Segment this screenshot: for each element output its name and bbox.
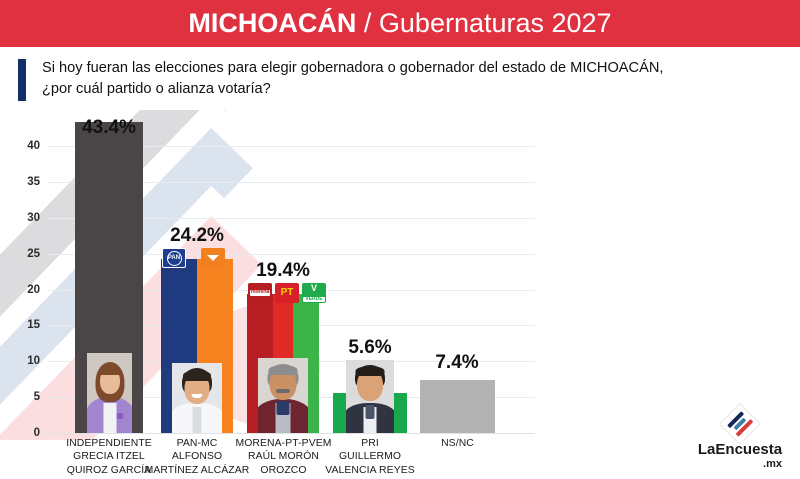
ytick-label-0: 0: [33, 427, 40, 439]
header-bar: MICHOACÁN / Gubernaturas 2027: [0, 0, 800, 47]
pt-logo-icon: PT: [275, 283, 299, 303]
page-title-rest: / Gubernaturas 2027: [356, 8, 612, 38]
pt-logo-text: PT: [280, 287, 294, 298]
xlabel-independiente: INDEPENDIENTE GRECIA ITZEL QUIROZ GARCÍA: [66, 438, 152, 476]
bar-value-pri: 5.6%: [348, 337, 392, 358]
pvem-v-letter: V: [310, 283, 317, 293]
xlabel-pan-mc: PAN-MC ALFONSO MARTÍNEZ ALCÁZAR: [144, 438, 250, 476]
laencuesta-diamond-icon: [718, 402, 762, 445]
question-accent-bar: [18, 59, 26, 101]
bar-value-ns-nc: 7.4%: [435, 352, 479, 373]
logo-row-morena-pt-pvem: morena PT V VERDE: [248, 283, 326, 303]
mc-bird-shape: [207, 255, 219, 261]
brand-name: LaEncuesta: [697, 440, 783, 458]
bar-ns-nc[interactable]: [420, 380, 495, 433]
mc-logo-icon: [201, 248, 225, 268]
logo-row-pan-mc: PAN: [162, 248, 225, 268]
brand-logo: LaEncuesta .mx: [694, 402, 786, 471]
ytick-label-15: 15: [27, 319, 40, 331]
question-text: Si hoy fueran las elecciones para elegir…: [42, 60, 664, 98]
pvem-logo-text: VERDE: [303, 296, 325, 302]
question-block: Si hoy fueran las elecciones para elegir…: [18, 58, 678, 104]
ytick-label-10: 10: [27, 355, 40, 367]
ytick-label-40: 40: [27, 140, 40, 152]
bar-value-morena-pt-pvem: 19.4%: [256, 260, 310, 281]
gridline-0: [48, 433, 535, 434]
pan-logo-icon: PAN: [162, 248, 186, 268]
pan-logo-text: PAN: [166, 250, 182, 266]
ytick-label-35: 35: [27, 176, 40, 188]
candidate-photo-grecia-itzel: [87, 353, 132, 433]
candidate-photo-raul-moron: [258, 358, 308, 433]
ytick-label-25: 25: [27, 248, 40, 260]
ytick-label-30: 30: [27, 212, 40, 224]
xlabel-morena-pt-pvem: MORENA-PT-PVEM RAÚL MORÓN OROZCO: [235, 438, 332, 476]
bar-value-independiente: 43.4%: [82, 117, 136, 138]
candidate-photo-guillermo-valencia: [346, 360, 394, 433]
ytick-label-20: 20: [27, 284, 40, 296]
page-title-state: MICHOACÁN: [188, 8, 357, 38]
ytick-label-5: 5: [33, 391, 40, 403]
bar-value-pan-mc: 24.2%: [170, 225, 224, 246]
bar-segment-ns-nc: [420, 380, 495, 433]
gridline-30: [48, 218, 535, 219]
gridline-25: [48, 254, 535, 255]
morena-logo-text: morena: [249, 289, 271, 296]
brand-tld: .mx: [763, 457, 782, 470]
xlabel-pri: PRI GUILLERMO VALENCIA REYES: [325, 438, 415, 476]
gridline-35: [48, 182, 535, 183]
pvem-logo-icon: V VERDE: [302, 283, 326, 303]
candidate-photo-alfonso-martinez: [172, 363, 222, 433]
gridline-40: [48, 146, 535, 147]
plot-area: 0 5 10 15 20 25 30 35 40 43.4%: [0, 110, 800, 479]
xlabel-ns-nc: NS/NC: [441, 438, 474, 449]
bar-chart: 0 5 10 15 20 25 30 35 40 43.4%: [0, 110, 800, 479]
page-title: MICHOACÁN / Gubernaturas 2027: [188, 10, 611, 37]
morena-logo-icon: morena: [248, 283, 272, 303]
